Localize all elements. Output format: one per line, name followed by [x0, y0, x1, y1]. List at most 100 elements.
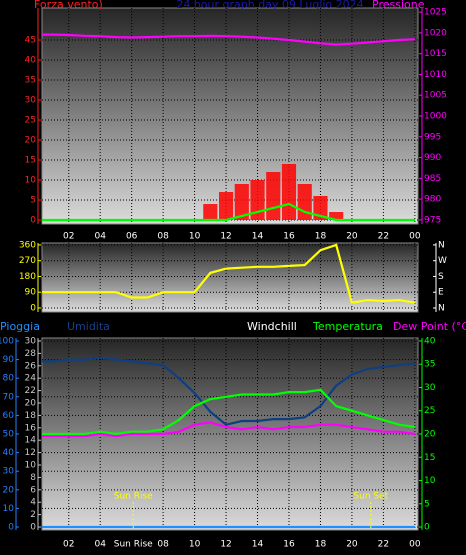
x-tick-label: 22	[378, 540, 389, 550]
y-tick-label: 90	[25, 288, 37, 298]
x-tick-label: 14	[252, 232, 264, 242]
y-tick-label: 40	[25, 56, 37, 66]
y-tick-label: 15	[424, 453, 435, 463]
x-tick-label: 16	[283, 540, 295, 550]
x-tick-label: 10	[189, 540, 201, 550]
y-tick-label: 25	[424, 406, 435, 416]
y-tick-label: 50	[3, 430, 15, 440]
y-tick-label: 15	[25, 156, 36, 166]
y-tick-label: E	[438, 288, 444, 298]
y-tick-label: 70	[3, 392, 15, 402]
x-tick-label: 10	[189, 232, 201, 242]
x-tick-label: 08	[157, 232, 169, 242]
y-tick-label: 26	[25, 361, 37, 371]
x-tick-label: 02	[63, 540, 74, 550]
x-tick-label: 22	[378, 232, 389, 242]
x-tick-label: 02	[63, 232, 74, 242]
y-tick-label: 90	[3, 355, 15, 365]
y-tick-label: 30	[424, 383, 436, 393]
x-tick-label: 16	[283, 232, 295, 242]
y-tick-label: 0	[424, 523, 430, 533]
plot-background	[41, 242, 419, 313]
bar	[329, 212, 344, 220]
bar	[281, 164, 297, 220]
y-tick-label: 30	[25, 336, 37, 346]
sun-label: Sun Set	[353, 492, 388, 502]
y-tick-label: 4	[30, 498, 36, 508]
chart-title: 24 hour graph day 09 Luglio 2024	[176, 0, 363, 11]
y2-axis-title: Pressione	[372, 0, 425, 11]
x-tick-label: 20	[346, 232, 358, 242]
y-tick-label: 0	[30, 303, 36, 313]
y-tick-label: 40	[424, 336, 436, 346]
y-tick-label: 20	[3, 485, 15, 495]
y-tick-label: 20	[424, 430, 436, 440]
y-tick-label: 35	[25, 76, 36, 86]
x-tick-label: 20	[346, 540, 358, 550]
sun-label: Sun Rise	[114, 492, 153, 502]
y-tick-label: 1025	[424, 8, 447, 18]
bar	[297, 184, 312, 220]
y-tick-label: 40	[3, 448, 15, 458]
legend-label: Dew Point (°C)	[393, 320, 466, 333]
y-tick-label: N	[438, 240, 445, 250]
y-tick-label: 24	[25, 374, 37, 384]
series-line	[42, 243, 416, 304]
y-tick-label: 16	[25, 423, 37, 433]
bar	[218, 192, 234, 220]
legend-label: Umidita	[67, 320, 110, 333]
y-tick-label: W	[438, 256, 447, 266]
y-tick-label: 5	[424, 499, 430, 509]
y-tick-label: 25	[25, 116, 36, 126]
bar	[266, 172, 281, 220]
x-tick-label: 00	[409, 540, 421, 550]
legend-label: Temperatura	[312, 320, 383, 333]
y-tick-label: S	[438, 272, 444, 282]
y-tick-label: 0	[30, 216, 36, 226]
y-tick-label: 6	[30, 485, 36, 495]
series-line	[42, 33, 415, 46]
y-tick-label: 18	[25, 411, 37, 421]
y-axis-title: Forza vento)	[34, 0, 103, 11]
series-line	[42, 388, 416, 436]
y-tick-label: 360	[19, 240, 36, 250]
y-tick-label: 100	[0, 336, 14, 346]
x-tick-label: 14	[252, 540, 264, 550]
bar	[234, 184, 249, 220]
y-tick-label: 180	[19, 272, 36, 282]
y-tick-label: 1020	[424, 28, 447, 38]
y-tick-label: 980	[424, 195, 441, 205]
y-tick-label: 12	[25, 448, 36, 458]
y-tick-label: 975	[424, 215, 441, 225]
y-tick-label: 10	[25, 461, 37, 471]
x-tick-label: 04	[94, 540, 106, 550]
y-tick-label: 1015	[424, 49, 447, 59]
y-tick-label: 995	[424, 132, 441, 142]
plot-background	[41, 7, 419, 225]
y-tick-label: 5	[30, 196, 36, 206]
y-tick-label: 10	[25, 176, 37, 186]
y-tick-label: 30	[25, 96, 37, 106]
y-tick-label: 1010	[424, 70, 447, 80]
y-tick-label: 22	[25, 386, 36, 396]
y-tick-label: 60	[3, 411, 15, 421]
y-tick-label: N	[438, 303, 445, 313]
y-tick-label: 30	[3, 467, 15, 477]
legend-label: Pioggia	[0, 320, 40, 333]
y-tick-label: 1005	[424, 91, 447, 101]
x-tick-label: 18	[315, 540, 327, 550]
x-tick-label: 00	[409, 232, 421, 242]
x-tick-label: 06	[126, 232, 138, 242]
y-tick-label: 0	[30, 523, 36, 533]
y-tick-label: 985	[424, 174, 441, 184]
y-tick-label: 80	[3, 374, 15, 384]
y-tick-label: 10	[3, 504, 15, 514]
y-tick-label: 1000	[424, 112, 447, 122]
y-tick-label: 10	[424, 476, 436, 486]
y-tick-label: 20	[25, 398, 37, 408]
y-tick-label: 14	[25, 436, 37, 446]
series-line	[42, 421, 416, 438]
sun-rise-tick: Sun Rise	[114, 540, 153, 550]
y-tick-label: 0	[8, 523, 14, 533]
